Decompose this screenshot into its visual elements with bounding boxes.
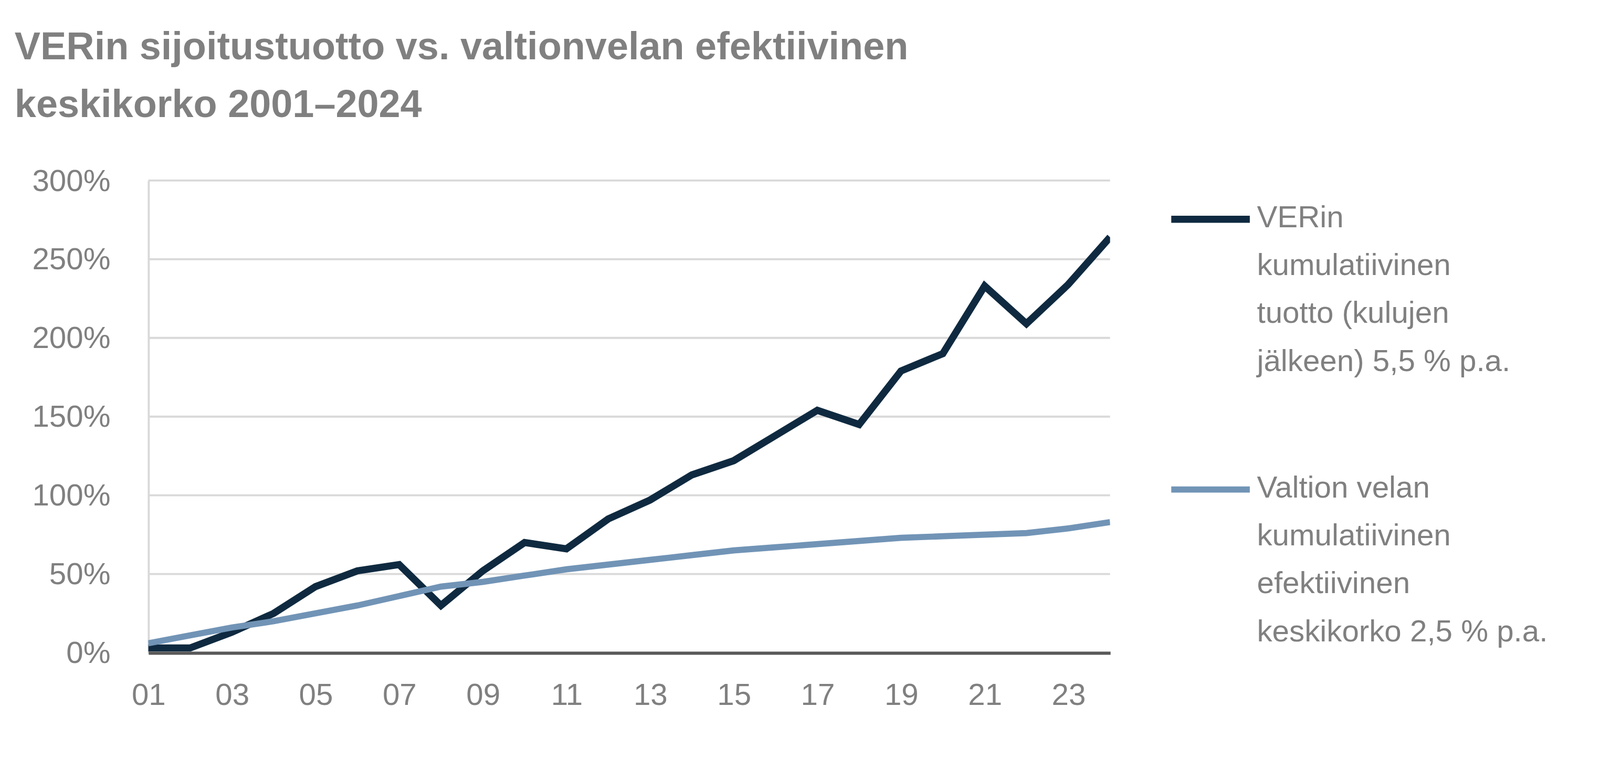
chart: VERin sijoitustuotto vs. valtionvelan ef… (0, 0, 1600, 770)
tick: 150% (32, 398, 149, 434)
axis-line (147, 181, 150, 654)
tick-label: 17 (801, 677, 836, 712)
tick-label: 200% (32, 320, 111, 355)
legend-label: VERin kumulatiivinen tuotto (kulujen jälkee… (1255, 199, 1511, 378)
tick: 300% (32, 163, 149, 198)
text-line: VERin (1256, 199, 1344, 234)
text-line: kumulatiivinen (1256, 517, 1451, 552)
legend-swatch (1171, 215, 1250, 224)
tick: 13 (633, 653, 668, 712)
tick: 23 (1051, 653, 1087, 712)
grid-line (148, 494, 1110, 497)
tick: 07 (382, 653, 417, 712)
tick: 17 (801, 653, 836, 712)
tick-label: 21 (967, 677, 1003, 712)
grid-line (148, 573, 1110, 576)
x-axis: 01 03 05 07 09 11 13 15 17 19 21 23 (131, 653, 1111, 712)
tick-label: 19 (884, 677, 919, 712)
text-line: efektiivinen (1256, 565, 1410, 600)
grid-line (148, 337, 1110, 340)
lines (148, 237, 1110, 649)
tick-label: 11 (551, 677, 584, 712)
tick: 19 (884, 653, 919, 712)
y-axis: 0% 50% 100% 150% 200% 250% 300% (32, 163, 149, 670)
title: VERin sijoitustuotto vs. valtionvelan ef… (14, 24, 909, 126)
legend: VERin kumulatiivinen tuotto (kulujen jälkee… (1171, 199, 1548, 648)
text-line: keskikorko 2001–2024 (14, 81, 423, 126)
text-line: jälkeen) 5,5 % p.a. (1255, 343, 1511, 378)
legend-swatch (1171, 486, 1250, 493)
series-line (148, 522, 1110, 644)
tick-label: 01 (131, 677, 166, 712)
tick: 200% (32, 320, 149, 355)
tick-label: 05 (299, 677, 334, 712)
tick-label: 23 (1051, 677, 1087, 712)
text-line: kumulatiivinen (1256, 247, 1451, 282)
tick: 0% (66, 635, 149, 670)
text-line: tuotto (kulujen (1256, 295, 1449, 330)
tick-label: 09 (466, 677, 501, 712)
tick: 09 (466, 653, 501, 712)
tick-label: 250% (32, 241, 111, 276)
tick: 21 (967, 653, 1003, 712)
text-line: Valtion velan (1256, 469, 1430, 504)
legend-label: Valtion velan kumulatiivinen efektiivinen k… (1256, 469, 1548, 648)
tick: 01 (131, 653, 166, 712)
grid-line (148, 651, 1110, 655)
tick-label: 07 (382, 677, 417, 712)
tick: 05 (299, 653, 334, 712)
grid-line (148, 179, 1110, 182)
tick-label: 13 (633, 677, 668, 712)
grid-line (148, 258, 1110, 261)
tick: 15 (717, 653, 752, 712)
tick-label: 150% (32, 398, 111, 434)
tick-label: 300% (32, 163, 111, 198)
tick-label: 03 (215, 677, 250, 712)
tick: 100% (32, 477, 149, 512)
tick-label: 0% (66, 635, 111, 670)
tick-label: 15 (717, 677, 752, 712)
tick-label: 50% (49, 556, 111, 591)
tick: 50% (49, 556, 149, 591)
text-line: keskikorko 2,5 % p.a. (1256, 613, 1548, 648)
grid-line (148, 415, 1110, 418)
series-line (148, 237, 1110, 649)
tick: 11 (551, 653, 584, 712)
text-line: VERin sijoitustuotto vs. valtionvelan ef… (14, 24, 909, 68)
tick: 250% (32, 241, 149, 276)
axis-line (148, 651, 1111, 656)
grid (148, 180, 1110, 654)
tick-label: 100% (32, 477, 111, 512)
tick: 03 (215, 653, 250, 712)
